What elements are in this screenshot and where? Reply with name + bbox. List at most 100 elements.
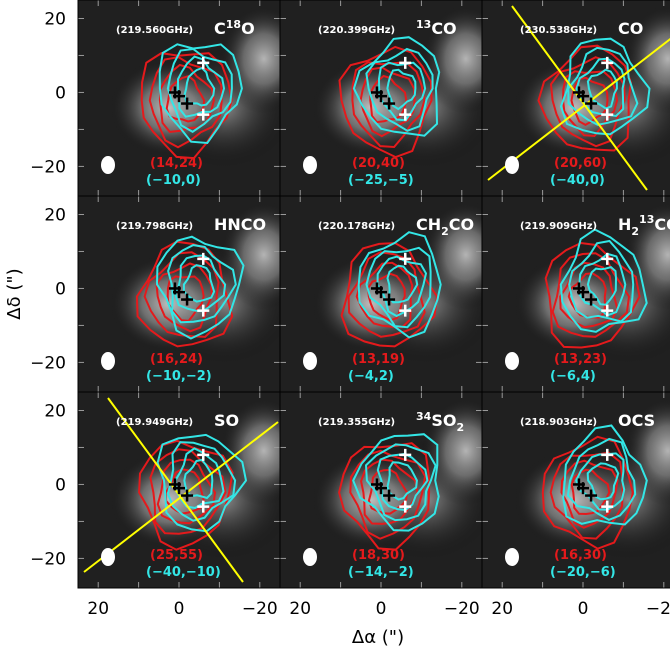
y-axis-title: Δδ (") [4,268,25,319]
panel: (219.798GHz) HNCO (16,24) (−10,−2) [77,195,281,393]
molecule-label: OCS [618,411,655,430]
cyan-contour [183,66,216,107]
contours [138,433,248,551]
panel: (219.909GHz) H213CO (13,23) (−6,4) [481,195,670,393]
cyan-contour [156,433,248,533]
red-contour [570,76,609,127]
y-tick-label: 20 [44,401,66,421]
tick-marks [280,0,482,196]
x-axis-title: Δα (") [352,627,404,648]
cyan-velocity-range: (−14,−2) [348,565,414,580]
molecule-label: SO [214,411,239,430]
cyan-contour [386,68,417,111]
cyan-contour [376,452,429,512]
beam-ellipse [505,156,519,174]
cyan-contour [386,461,418,501]
cyan-contour [559,37,651,136]
x-tick-label: 0 [174,599,185,619]
beam-ellipse [101,548,115,566]
x-tick-label: 20 [491,599,513,619]
tick-marks [280,392,482,588]
panel-frame [481,391,670,589]
red-contour [549,451,624,540]
cyan-contour [586,462,620,501]
frequency-label: (219.949GHz) [116,417,193,428]
cyan-contour [365,47,434,132]
panel: (219.949GHz) SO (25,55) (−40,−10) [77,391,281,589]
frequency-label: (219.909GHz) [520,221,597,232]
frequency-label: (220.178GHz) [318,221,395,232]
cyan-velocity-range: (−6,4) [550,369,596,384]
red-contour [166,275,205,322]
red-velocity-range: (16,30) [554,548,607,563]
red-velocity-range: (25,55) [150,548,203,563]
cyan-contour [166,441,237,522]
panel: (219.355GHz) 34SO2 (18,30) (−14,−2) [279,391,483,589]
x-tick-label: 20 [87,599,109,619]
beam-ellipse [505,548,519,566]
panel: (220.399GHz) 13CO (20,40) (−25,−5) [279,0,483,197]
y-tick-label: 0 [55,83,66,103]
tick-marks [482,196,665,392]
red-contour [340,242,439,348]
frequency-label: (219.355GHz) [318,417,395,428]
cyan-contour [352,36,441,137]
y-tick-label: −20 [30,157,66,177]
cyan-contour [377,61,427,122]
red-contour [570,468,611,516]
beam-ellipse [303,352,317,370]
cyan-contour [562,424,648,526]
x-tick-label: 0 [578,599,589,619]
y-tick-label: −20 [30,549,66,569]
panel: (220.178GHz) CH2CO (13,19) (−4,2) [279,195,483,393]
red-contour [541,435,634,550]
molecule-label: C18O [214,18,255,38]
y-tick-label: 0 [55,475,66,495]
contours [541,424,648,550]
cyan-contour [364,443,437,522]
frequency-label: (219.798GHz) [116,221,193,232]
cyan-contour [158,43,243,145]
red-contour [156,458,217,525]
frequency-label: (218.903GHz) [520,417,597,428]
pv-cut-line [83,421,279,573]
red-velocity-range: (20,40) [352,156,405,171]
axes-labels: 20 0 −20 20 0 −20 20 0 −20 20 0 −20 20 0 −20 20 0 −20 Δα (… [4,9,670,648]
cyan-velocity-range: (−40,0) [550,173,605,188]
contours [338,433,440,551]
tick-marks [280,196,482,392]
red-contour [544,241,641,349]
contours [140,43,243,160]
cyan-velocity-range: (−20,−6) [550,565,616,580]
cyan-contour [177,55,226,118]
cyan-contour [174,254,227,313]
red-contour [366,272,406,322]
cyan-velocity-range: (−25,−5) [348,173,414,188]
molecule-label: CH2CO [416,215,474,238]
red-velocity-range: (14,24) [150,156,203,171]
cyan-velocity-range: (−4,2) [348,369,394,384]
red-velocity-range: (18,30) [352,548,405,563]
cyan-contour [586,68,618,110]
cyan-contour [166,47,233,133]
y-tick-label: 20 [44,9,66,29]
contours [135,235,245,348]
tick-marks [482,392,665,588]
x-tick-label: 20 [289,599,311,619]
frequency-label: (219.560GHz) [116,25,193,36]
contours [338,36,441,159]
red-velocity-range: (16,24) [150,352,203,367]
red-contour [165,74,206,123]
cyan-contour [586,265,618,306]
red-contour [537,44,633,152]
tick-marks [78,0,280,196]
cyan-velocity-range: (−10,0) [146,173,201,188]
red-contour [567,272,607,319]
red-contour [349,449,427,540]
red-velocity-range: (13,23) [554,352,607,367]
panel: (219.560GHz) C18O (14,24) (−10,0) [77,0,281,197]
molecule-label: H213CO [618,213,670,238]
frequency-label: (220.399GHz) [318,25,395,36]
cyan-contour [566,437,637,522]
